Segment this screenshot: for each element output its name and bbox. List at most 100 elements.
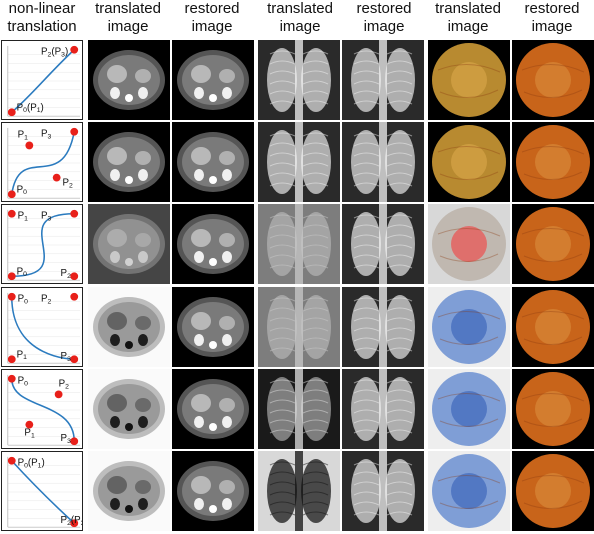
control-point-label: P0(P1)	[17, 102, 44, 114]
header-ct-translated-line1: translated	[95, 0, 161, 17]
control-point	[7, 456, 16, 465]
xray-restored-image	[342, 451, 424, 531]
control-point-label: P0	[18, 294, 29, 306]
curve-plot: P1 P3 P0 P2	[1, 204, 83, 284]
header-ct-restored-line2: image	[191, 18, 233, 35]
fundus-restored-image	[512, 369, 594, 449]
ct-restored-image	[172, 287, 254, 367]
ct-restored-image	[172, 451, 254, 531]
control-point-label: P2	[59, 379, 70, 391]
control-point-label: P0	[18, 376, 29, 388]
fundus-translated-image	[428, 204, 510, 284]
header-fundus-translated-line1: translated	[435, 0, 501, 17]
ct-translated-image	[88, 204, 170, 284]
control-point-label: P2	[63, 177, 74, 189]
control-point-label: P2(P3)	[61, 515, 83, 527]
fundus-translated-image	[428, 451, 510, 531]
xray-translated-image	[258, 204, 340, 284]
xray-restored-image	[342, 40, 424, 120]
header-xray-translated-line2: image	[279, 18, 321, 35]
header-curve-line1: non-linear	[8, 0, 76, 17]
translation-curve	[11, 49, 75, 113]
control-point	[70, 272, 79, 281]
control-point-label: P2(P3)	[41, 47, 68, 59]
xray-translated-image	[258, 287, 340, 367]
translation-curve	[11, 212, 75, 278]
xray-restored-image	[342, 204, 424, 284]
header-ct-restored-line1: restored	[184, 0, 240, 17]
control-point	[70, 45, 79, 54]
curve-svg: P1 P3 P0 P2	[7, 209, 81, 281]
control-point	[7, 209, 16, 218]
ct-restored-image	[172, 204, 254, 284]
xray-translated-image	[258, 40, 340, 120]
ct-translated-image	[88, 40, 170, 120]
control-point	[25, 420, 34, 429]
translation-curve	[11, 460, 75, 524]
header-xray-restored: restored image	[342, 0, 426, 40]
xray-restored-image	[342, 287, 424, 367]
fundus-restored-image	[512, 287, 594, 367]
ct-translated-image	[88, 287, 170, 367]
control-point	[7, 272, 16, 281]
control-point-label: P0	[17, 266, 28, 278]
ct-restored-image	[172, 40, 254, 120]
header-fundus-translated-line2: image	[447, 18, 489, 35]
control-point	[7, 190, 16, 199]
xray-restored-image	[342, 122, 424, 202]
control-point-label: P1	[18, 130, 29, 142]
ct-translated-image	[88, 369, 170, 449]
fundus-restored-image	[512, 122, 594, 202]
header-fundus-restored-line1: restored	[524, 0, 580, 17]
header-xray-restored-line1: restored	[356, 0, 412, 17]
header-xray-restored-line2: image	[363, 18, 405, 35]
xray-restored-image	[342, 369, 424, 449]
curve-svg: P1 P3 P0 P2	[7, 127, 81, 199]
control-point	[70, 519, 79, 528]
header-curve: non-linear translation	[0, 0, 84, 40]
ct-translated-image	[88, 122, 170, 202]
control-point	[7, 108, 16, 117]
control-point	[52, 173, 61, 182]
header-fundus-restored-line2: image	[531, 18, 573, 35]
translation-curve	[10, 131, 76, 195]
header-ct-translated: translated image	[86, 0, 170, 40]
control-point-label: P1	[17, 349, 28, 361]
control-point	[25, 141, 34, 150]
control-point-label: P3	[61, 433, 72, 445]
control-point-label: P1	[24, 427, 35, 439]
fundus-translated-image	[428, 369, 510, 449]
header-xray-translated: translated image	[258, 0, 342, 40]
curve-plot: P0 P2 P1 P3	[1, 287, 83, 367]
control-point-label: P0(P1)	[18, 458, 45, 470]
curve-svg: P0 P2 P1 P3	[7, 374, 81, 446]
control-point-label: P3	[41, 129, 52, 141]
control-point	[54, 390, 63, 399]
curve-plot: P0(P1) P2(P3)	[1, 451, 83, 531]
control-point-label: P0	[17, 184, 28, 196]
header-xray-translated-line1: translated	[267, 0, 333, 17]
fundus-translated-image	[428, 122, 510, 202]
ct-translated-image	[88, 451, 170, 531]
ct-restored-image	[172, 122, 254, 202]
control-point	[70, 437, 79, 446]
control-point	[70, 209, 79, 218]
control-point-label: P2	[41, 294, 52, 306]
control-point-label: P3	[61, 351, 72, 363]
fundus-restored-image	[512, 40, 594, 120]
control-point	[7, 374, 16, 383]
curve-plot: P1 P3 P0 P2	[1, 122, 83, 202]
control-point	[7, 355, 16, 364]
curve-svg: P0(P1) P2(P3)	[7, 456, 83, 528]
translation-curve	[10, 378, 76, 442]
header-fundus-restored: restored image	[510, 0, 594, 40]
header-curve-line2: translation	[7, 18, 77, 35]
fundus-restored-image	[512, 451, 594, 531]
control-point	[70, 292, 79, 301]
control-point	[70, 127, 79, 136]
header-ct-restored: restored image	[170, 0, 254, 40]
curve-plot: P0 P2 P1 P3	[1, 369, 83, 449]
fundus-translated-image	[428, 287, 510, 367]
control-point	[7, 292, 16, 301]
xray-translated-image	[258, 451, 340, 531]
